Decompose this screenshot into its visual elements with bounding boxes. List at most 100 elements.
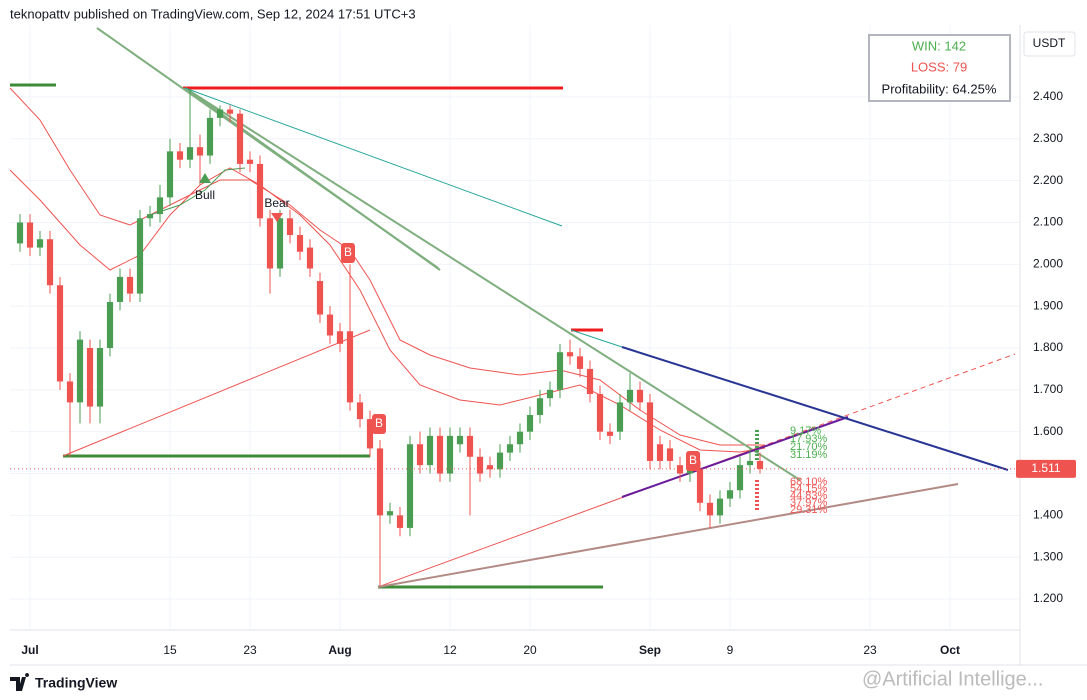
candle-body <box>536 398 544 415</box>
candle-body <box>116 276 124 302</box>
candle-body <box>706 502 714 516</box>
y-tick-label: 2.400 <box>1033 89 1063 103</box>
candle-body <box>246 159 254 164</box>
stats-box <box>868 34 1011 102</box>
candle-body <box>86 348 94 407</box>
candle-body <box>696 469 704 503</box>
candle-body <box>26 222 34 248</box>
target-red: 29.31% <box>790 504 828 516</box>
candle-body <box>486 465 494 470</box>
y-tick-label: 1.600 <box>1033 424 1063 438</box>
candle-body <box>556 352 564 390</box>
candles <box>16 88 764 587</box>
y-tick-label: 1.800 <box>1033 340 1063 354</box>
x-tick-label: 20 <box>523 643 537 657</box>
candle-body <box>346 331 354 403</box>
logo-icon <box>10 673 30 691</box>
candle-body <box>106 301 114 349</box>
drawings <box>10 27 1016 589</box>
candle-body <box>146 214 154 219</box>
footer-logo <box>10 673 30 691</box>
moving-average <box>9 87 765 446</box>
target-green: 31.19% <box>790 449 828 461</box>
y-tick-label: 1.700 <box>1033 382 1063 396</box>
candle-body <box>226 109 234 114</box>
target-green: 17.93% <box>790 433 828 445</box>
trend-line <box>621 416 849 498</box>
candle-body <box>466 435 474 457</box>
bear-label: Bear <box>264 196 289 210</box>
candle-body <box>456 435 464 445</box>
moving-average <box>149 167 246 216</box>
buy-badge <box>686 451 700 471</box>
candle-body <box>156 197 164 215</box>
loss-label: LOSS: 79 <box>911 59 967 74</box>
buy-badge <box>341 243 355 263</box>
candle-body <box>726 490 734 499</box>
candle-body <box>326 314 334 336</box>
target-green: 9.17% <box>790 425 821 437</box>
candle-body <box>286 218 294 236</box>
candle-body <box>716 498 724 516</box>
watermark: @Artificial Intellige... <box>862 668 1043 690</box>
bear-marker <box>271 213 283 222</box>
buy-label: B <box>344 245 352 259</box>
candle-body <box>206 117 214 156</box>
candle-body <box>416 444 424 466</box>
x-tick-label: Sep <box>639 643 661 657</box>
target-red: 68.10% <box>790 476 828 488</box>
x-tick-label: Jul <box>21 643 38 657</box>
candle-body <box>336 331 344 344</box>
bull-marker <box>199 173 211 183</box>
candle-body <box>176 151 184 160</box>
y-tick-label: 2.200 <box>1033 173 1063 187</box>
win-label: WIN: 142 <box>912 38 966 53</box>
candle-body <box>56 285 64 382</box>
trend-line <box>621 346 1009 471</box>
candle-body <box>656 444 664 461</box>
candle-body <box>46 239 54 286</box>
candle-body <box>436 435 444 474</box>
candle-body <box>316 281 324 315</box>
candle-body <box>426 435 434 466</box>
candle-body <box>506 444 514 453</box>
header: teknopattv published on TradingView.com,… <box>10 6 416 21</box>
candle-body <box>646 402 654 461</box>
y-tick-label: 2.100 <box>1033 215 1063 229</box>
targets: 9.17%17.93%21.70%31.19% 68.10%54.15%44.83… <box>790 425 828 516</box>
candle-body <box>586 368 594 395</box>
trend-line <box>184 87 563 227</box>
buy-badge <box>372 414 386 434</box>
last-price-label: 1.511 <box>1031 461 1060 475</box>
candle-body <box>516 431 524 445</box>
candle-body <box>266 218 274 269</box>
moving-average <box>9 167 766 453</box>
candle-body <box>126 276 134 294</box>
candle-body <box>686 469 694 474</box>
candle-body <box>756 460 764 469</box>
candle-body <box>306 247 314 269</box>
currency-box[interactable] <box>1023 31 1076 57</box>
y-tick-label: 2.000 <box>1033 256 1063 270</box>
trend-line <box>62 329 371 457</box>
candle-body <box>186 147 194 160</box>
currency-label: USDT <box>1033 36 1066 50</box>
candle-body <box>666 448 674 461</box>
y-tick-label: 1.200 <box>1033 591 1063 605</box>
trend-line <box>184 87 801 481</box>
candle-body <box>396 515 404 528</box>
candle-body <box>476 456 484 474</box>
profitability-label: Profitability: 64.25% <box>882 81 997 96</box>
candle-body <box>606 431 614 436</box>
candle-body <box>76 339 84 403</box>
footer-brand: TradingView <box>35 675 117 691</box>
x-tick-label: 12 <box>443 643 457 657</box>
candle-body <box>366 419 374 449</box>
target-red: 37.97% <box>790 497 828 509</box>
target-red: 54.15% <box>790 483 828 495</box>
candle-body <box>376 448 384 516</box>
candle-body <box>166 151 174 198</box>
buy-label: B <box>375 416 383 430</box>
y-tick-label: 1.400 <box>1033 508 1063 522</box>
candle-body <box>196 147 204 156</box>
